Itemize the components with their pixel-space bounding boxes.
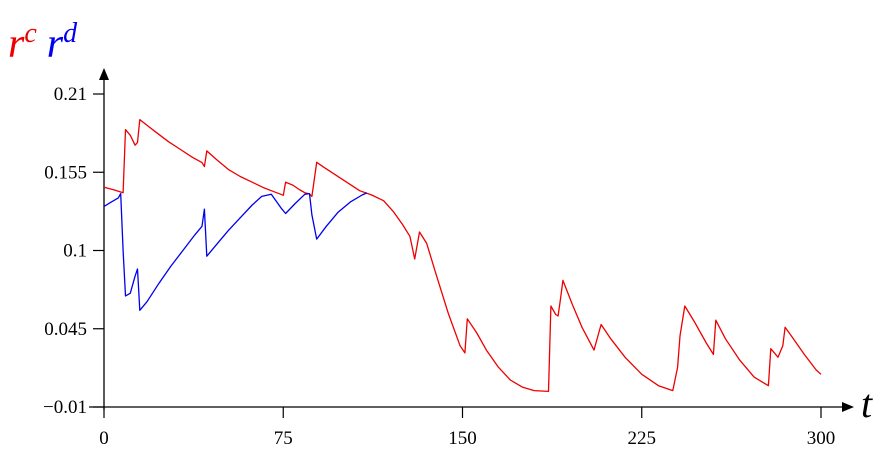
y-axis-title: rc rd [8, 18, 78, 67]
x-tick-label: 75 [274, 428, 293, 449]
x-tick-label: 150 [448, 428, 477, 449]
y-title-rd-base: r [47, 21, 64, 67]
x-axis-title: t [861, 381, 873, 426]
x-tick-label: 225 [628, 428, 657, 449]
y-ticks: −0.01 0.045 0.1 0.155 0.21 [43, 84, 104, 418]
x-tick-label: 0 [99, 428, 109, 449]
y-tick-label: 0.1 [63, 241, 87, 262]
y-tick-label: −0.01 [43, 397, 87, 418]
y-tick-label: 0.155 [44, 162, 87, 183]
x-tick-label: 300 [807, 428, 836, 449]
y-tick-label: 0.045 [44, 319, 87, 340]
y-title-rc-base: r [8, 21, 25, 67]
y-title-rc-sup: c [24, 18, 37, 49]
y-tick-label: 0.21 [54, 84, 87, 105]
series-group [103, 118, 822, 393]
y-title-rd-sup: d [63, 18, 78, 49]
series-line-rd [103, 192, 368, 311]
series-line-rc [103, 118, 822, 393]
x-ticks: 0 75 150 225 300 [99, 407, 835, 449]
